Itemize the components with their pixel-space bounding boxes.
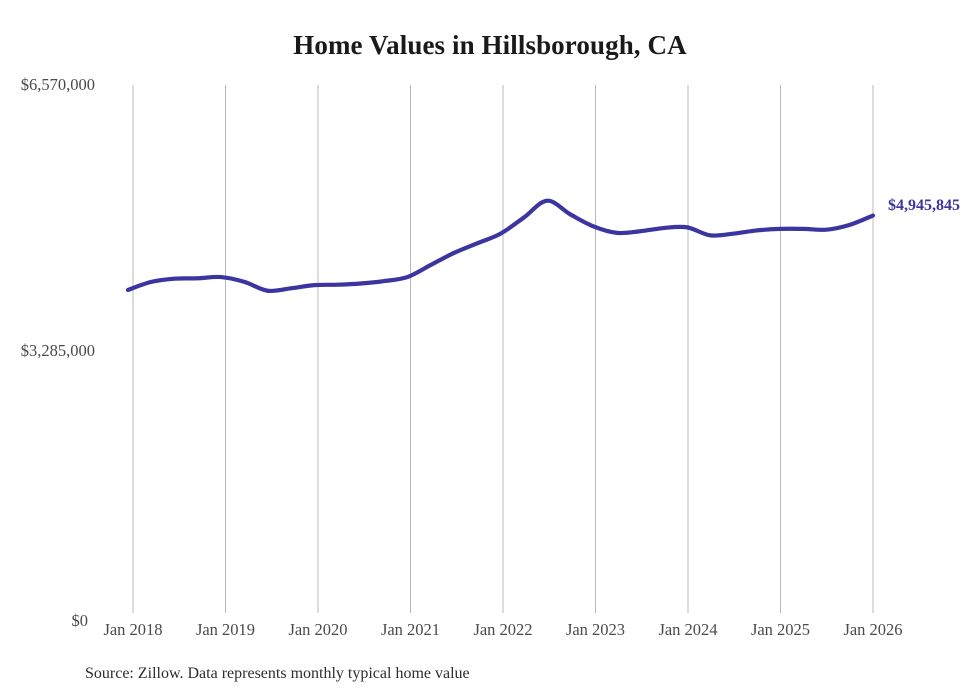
x-axis-tick-2: Jan 2020 bbox=[288, 620, 348, 639]
x-axis-tick-6: Jan 2024 bbox=[658, 620, 718, 639]
x-axis-tick-7: Jan 2025 bbox=[750, 620, 811, 639]
chart-title: Home Values in Hillsborough, CA bbox=[293, 30, 687, 60]
x-axis-tick-8: Jan 2026 bbox=[843, 620, 903, 639]
home-value-line bbox=[125, 198, 876, 294]
source-note: Source: Zillow. Data represents monthly … bbox=[85, 665, 470, 682]
y-axis-tick-mid: $3,285,000 bbox=[20, 341, 95, 360]
gridlines bbox=[132, 85, 874, 613]
x-axis-tick-3: Jan 2021 bbox=[380, 620, 441, 639]
x-axis-tick-4: Jan 2022 bbox=[473, 620, 533, 639]
y-axis-tick-zero: $0 bbox=[71, 611, 89, 630]
y-axis-tick-max: $6,570,000 bbox=[20, 75, 95, 94]
end-value-annotation: $4,945,845 bbox=[888, 197, 960, 214]
x-axis-tick-0: Jan 2018 bbox=[103, 620, 163, 639]
x-axis-tick-1: Jan 2019 bbox=[195, 620, 256, 639]
x-axis-tick-5: Jan 2023 bbox=[565, 620, 626, 639]
